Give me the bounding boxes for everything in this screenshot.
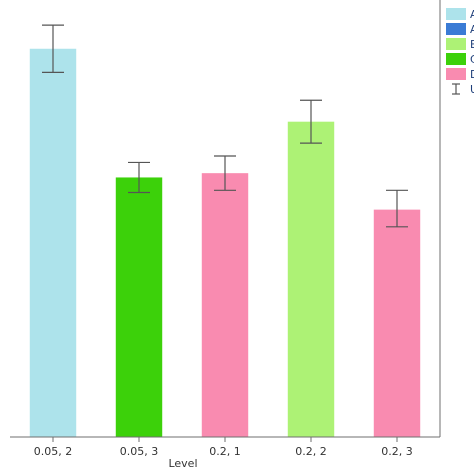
legend-entry-5: D	[446, 68, 474, 81]
error-bar-3	[214, 155, 236, 191]
bars-layer	[29, 48, 421, 438]
error-bar-1	[42, 24, 64, 73]
legend-entry-2: A	[446, 23, 474, 36]
bar-4	[287, 121, 335, 437]
legend-entry-4: C	[446, 53, 474, 66]
legend-label: A	[470, 8, 474, 21]
legend-label: B	[470, 38, 474, 51]
legend-entry-6: U	[452, 83, 474, 96]
legend-label: A	[470, 23, 474, 36]
x-axis-title: Level	[168, 457, 197, 470]
legend: AABCDU	[446, 8, 474, 96]
bar-5	[373, 209, 421, 437]
error-bar-4	[300, 99, 322, 144]
x-tick-label-2: 0.05, 3	[120, 445, 158, 458]
legend-label: U	[470, 83, 474, 96]
x-axis: 0.05, 2 0.05, 3 0.2, 1 0.2, 2 0.2, 3	[10, 0, 441, 458]
error-bars-layer	[42, 24, 408, 228]
x-tick-label-4: 0.2, 2	[295, 445, 327, 458]
x-tick-label-3: 0.2, 1	[209, 445, 241, 458]
legend-swatch	[446, 23, 466, 35]
x-tick-label-1: 0.05, 2	[34, 445, 72, 458]
bar-3	[201, 173, 249, 438]
legend-swatch	[446, 53, 466, 65]
legend-label: D	[470, 68, 474, 81]
bar-2	[115, 177, 163, 437]
legend-swatch	[446, 8, 466, 20]
error-bar-2	[128, 161, 150, 194]
legend-label: C	[470, 53, 474, 66]
x-tick-label-5: 0.2, 3	[381, 445, 413, 458]
bar-1	[29, 48, 77, 437]
legend-entry-3: B	[446, 38, 474, 51]
legend-swatch	[446, 38, 466, 50]
legend-swatch	[446, 68, 466, 80]
legend-entry-1: A	[446, 8, 474, 21]
error-bar-5	[386, 189, 408, 228]
